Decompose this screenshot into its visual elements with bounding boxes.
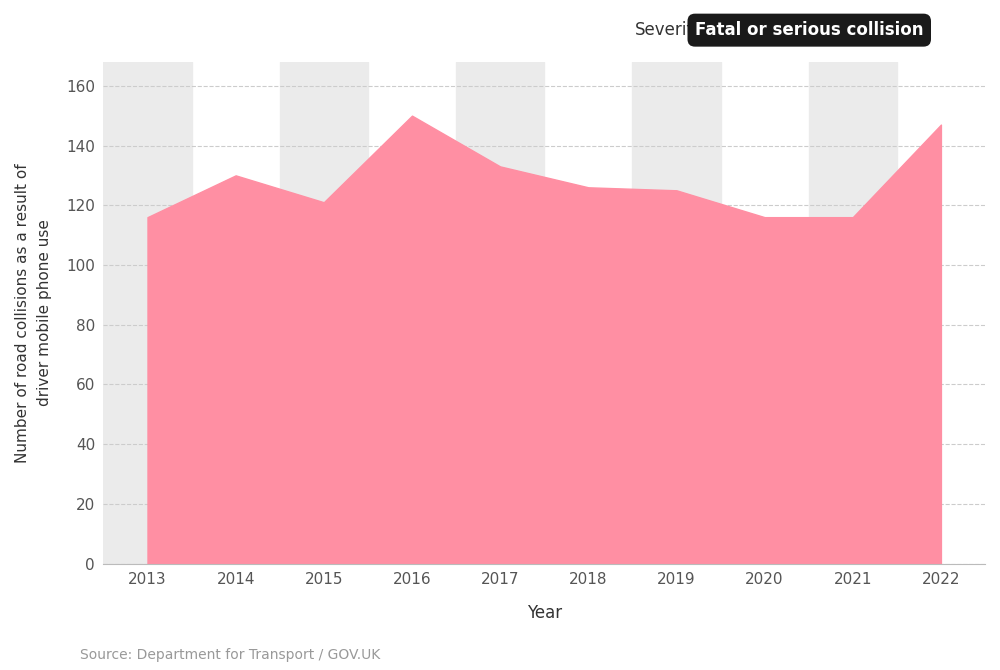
Bar (456, 62, 544, 563)
Bar (809, 62, 897, 563)
Bar (103, 62, 192, 563)
Y-axis label: Number of road collisions as a result of
driver mobile phone use: Number of road collisions as a result of… (15, 163, 52, 462)
Text: Source: Department for Transport / GOV.UK: Source: Department for Transport / GOV.U… (80, 648, 380, 662)
X-axis label: Year: Year (527, 604, 562, 622)
Text: Fatal or serious collision: Fatal or serious collision (695, 21, 924, 39)
Text: Severity:: Severity: (635, 21, 708, 39)
Bar (632, 62, 721, 563)
Bar (280, 62, 368, 563)
